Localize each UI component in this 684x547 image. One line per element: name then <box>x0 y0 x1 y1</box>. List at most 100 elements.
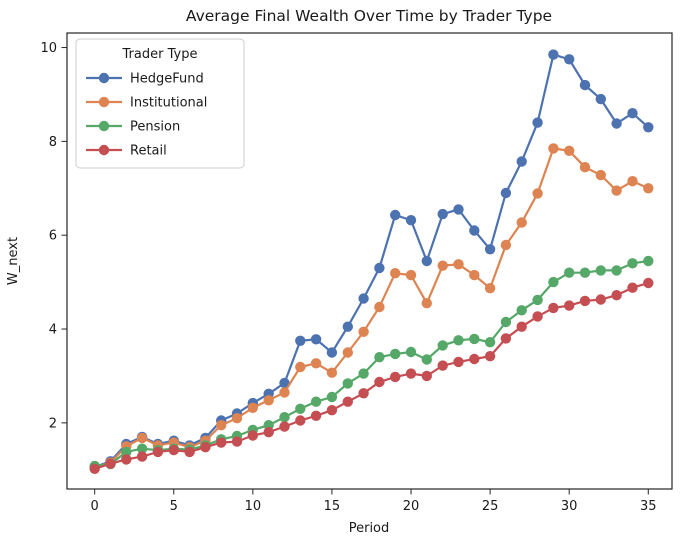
data-point <box>405 368 417 379</box>
data-point <box>89 463 100 474</box>
data-point <box>421 370 432 382</box>
data-point <box>405 346 417 358</box>
data-point <box>358 388 369 399</box>
data-point <box>611 290 622 301</box>
data-point <box>136 443 148 454</box>
data-point <box>532 117 543 128</box>
data-point <box>564 300 575 311</box>
data-point <box>627 282 638 293</box>
data-point <box>216 437 227 448</box>
data-point <box>279 387 290 398</box>
data-point <box>216 420 227 431</box>
data-point <box>310 410 322 421</box>
legend-marker-icon <box>98 120 110 132</box>
data-point <box>532 188 543 199</box>
legend-marker-icon <box>98 144 110 156</box>
y-axis-label: W_next <box>6 237 21 285</box>
data-point <box>611 265 622 276</box>
data-point <box>326 405 338 416</box>
data-point <box>374 262 385 274</box>
data-point <box>484 351 496 362</box>
legend-item-label: Institutional <box>130 96 207 111</box>
data-point <box>231 413 243 424</box>
data-point <box>548 302 559 314</box>
data-point <box>453 259 464 270</box>
data-point <box>469 225 480 236</box>
data-point <box>437 340 448 351</box>
x-tick-label: 20 <box>403 499 420 514</box>
data-point <box>484 283 496 294</box>
data-point <box>358 293 369 304</box>
data-point <box>627 108 638 119</box>
legend-title: Trader Type <box>122 47 198 62</box>
legend-marker-icon <box>98 72 110 84</box>
data-point <box>516 156 527 167</box>
x-tick-label: 15 <box>324 499 341 514</box>
data-point <box>295 361 306 373</box>
x-axis-label: Period <box>349 521 390 536</box>
data-point <box>437 360 448 371</box>
data-point <box>643 183 654 194</box>
x-tick-label: 0 <box>91 499 99 514</box>
data-point <box>231 436 243 447</box>
data-point <box>595 265 606 276</box>
data-point <box>532 311 543 322</box>
data-point <box>136 432 148 444</box>
data-point <box>532 294 543 306</box>
data-point <box>105 458 116 469</box>
data-point <box>279 377 290 389</box>
data-point <box>469 353 480 365</box>
data-point <box>548 143 559 154</box>
data-point <box>643 277 654 289</box>
data-point <box>516 305 527 316</box>
data-point <box>469 333 480 345</box>
x-tick-label: 35 <box>640 499 657 514</box>
legend-item-label: Pension <box>130 120 180 135</box>
y-axis-ticks: 2 4 6 8 10 <box>40 41 67 431</box>
data-point <box>374 301 385 313</box>
legend-marker-icon <box>98 96 110 108</box>
data-point <box>453 204 464 215</box>
data-point <box>358 368 369 379</box>
x-tick-label: 5 <box>170 499 178 514</box>
y-tick-label: 6 <box>49 229 57 244</box>
data-point <box>564 145 575 156</box>
legend: Trader Type HedgeFund Institutional Pensio… <box>75 38 245 169</box>
y-tick-label: 8 <box>49 135 57 150</box>
x-tick-label: 25 <box>482 499 499 514</box>
data-point <box>405 269 417 281</box>
data-point <box>643 122 654 133</box>
data-point <box>295 415 306 426</box>
series-line-pension <box>94 259 649 468</box>
data-point <box>247 430 258 441</box>
data-point <box>374 352 385 363</box>
data-point <box>184 446 195 458</box>
x-tick-label: 30 <box>561 499 578 514</box>
data-point <box>579 295 591 307</box>
x-tick-label: 10 <box>245 499 262 514</box>
data-point <box>200 442 211 453</box>
data-point <box>579 79 591 91</box>
data-point <box>263 395 274 406</box>
data-point <box>595 294 606 305</box>
data-point <box>611 185 622 196</box>
data-point <box>421 354 432 365</box>
data-point <box>453 335 464 346</box>
series-group <box>89 49 654 474</box>
data-point <box>342 321 353 332</box>
data-point <box>152 446 164 458</box>
data-point <box>295 403 306 414</box>
data-point <box>564 54 575 65</box>
data-point <box>342 378 353 389</box>
y-tick-label: 10 <box>40 41 57 56</box>
data-point <box>390 268 401 279</box>
data-point <box>595 93 606 105</box>
data-point <box>390 209 401 221</box>
data-point <box>500 239 512 251</box>
data-point <box>390 348 401 360</box>
data-point <box>310 358 322 369</box>
data-point <box>516 217 527 228</box>
data-point <box>121 454 132 465</box>
data-point <box>421 255 432 267</box>
